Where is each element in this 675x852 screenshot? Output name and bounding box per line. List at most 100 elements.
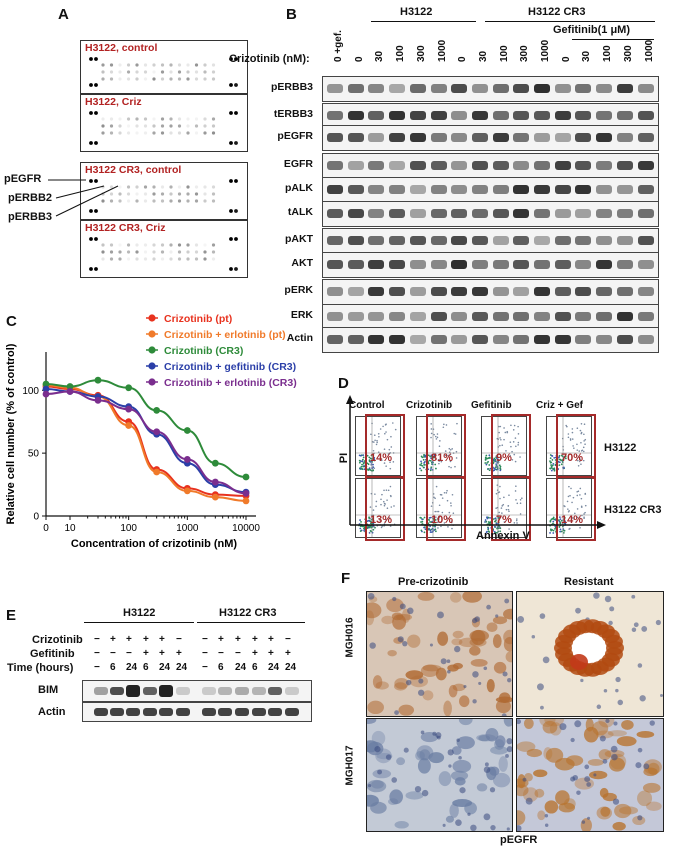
x-tick-label: 10000 [232,523,260,534]
blot-band [471,236,488,245]
dose-label: 100 [498,45,510,62]
blot-band [554,185,571,194]
e-band [126,685,140,697]
data-point [153,468,161,476]
blot-band [368,133,385,142]
legend-label: Crizotinib (pt) [164,313,232,325]
blot-band [327,236,343,245]
blot-band [575,312,592,321]
pegfr-caption: pEGFR [500,834,538,846]
blot-band [451,260,468,269]
blot-band [389,335,406,344]
blot-band [554,236,571,245]
dose-label: 30 [374,50,386,62]
blot-band [513,287,530,296]
blot-band [347,236,364,245]
apoptosis-percent: 81% [431,452,454,464]
data-point [153,428,161,436]
blot-band [637,209,654,218]
e-band [176,708,190,716]
blot-band [534,287,550,296]
panel-f-label: F [341,570,351,587]
array-title: H3122, Criz [85,96,142,108]
blot-band [451,185,468,194]
column-pre-crizotinib: Pre-crizotinib [398,576,469,588]
blot-band [389,185,406,194]
blot-band [347,260,364,269]
group-line-h3122-cr3 [485,21,655,22]
e-cell: − [126,648,132,659]
blot-band [389,133,406,142]
flow-plot [416,478,462,538]
data-point [125,384,133,392]
ihc-mgh017-resistant [516,718,664,832]
dose-label: 30 [581,50,593,62]
flow-plot [355,416,401,476]
ihc-mgh016-pre [366,591,513,717]
dose-label: 300 [415,45,427,62]
blot-band [616,287,633,296]
blot-band [347,84,364,93]
blot-band [409,335,426,344]
blot-band [327,133,343,142]
panel-d-axes [346,395,606,529]
dose-label: 0 [353,56,365,62]
blot-row [322,103,659,129]
e-cell: 6 [143,662,149,673]
data-point [42,390,50,398]
e-cell: − [176,634,182,645]
e-cell: − [94,662,100,673]
dose-label: 300 [622,45,634,62]
e-cell: 24 [235,662,247,673]
data-point [242,473,250,481]
blot-row [322,76,659,102]
e-cell: 24 [126,662,138,673]
e-cell: 6 [218,662,224,673]
blot-band [596,84,613,93]
blot-band [409,287,426,296]
dose-label: 0 [457,56,469,62]
blot-band [327,84,343,93]
blot-band [596,161,613,170]
blot-band [327,111,343,120]
panel-d-label: D [338,375,349,392]
blot-band [616,335,633,344]
e-group-h3122: H3122 [123,607,156,619]
blot-band [389,312,406,321]
blot-band [513,335,530,344]
blot-band [451,84,468,93]
e-row-label: Gefitinib [30,648,75,660]
flow-column-label: Gefitinib [471,400,512,411]
x-tick-label: 0 [43,523,49,534]
array-title: H3122 CR3, Criz [85,222,166,234]
e-band [94,708,108,716]
series-line [45,390,247,495]
blot-band [596,111,613,120]
blot-band [637,260,654,269]
blot-band [389,260,406,269]
e-band [218,708,232,716]
blot-band [409,111,426,120]
blot-band [492,185,509,194]
blot-band [451,312,468,321]
apoptosis-percent: 14% [561,514,584,526]
flow-plot [546,478,592,538]
blot-band [430,161,447,170]
blot-band [534,335,550,344]
blot-band [430,287,447,296]
e-cell: − [235,648,241,659]
blot-band [451,133,468,142]
e-band [218,687,232,695]
blot-band [596,312,613,321]
blot-band [389,111,406,120]
e-cell: 24 [176,662,188,673]
e-cell: + [268,648,274,659]
e-row-label: Crizotinib [32,634,83,646]
dose-label: 100 [602,45,614,62]
e-cell: + [235,634,241,645]
apoptosis-percent: 10% [431,514,454,526]
panel-e-label: E [6,607,17,624]
pointer-label-pegfr: pEGFR [4,173,42,185]
e-cell: + [110,634,116,645]
blot-band [492,161,509,170]
